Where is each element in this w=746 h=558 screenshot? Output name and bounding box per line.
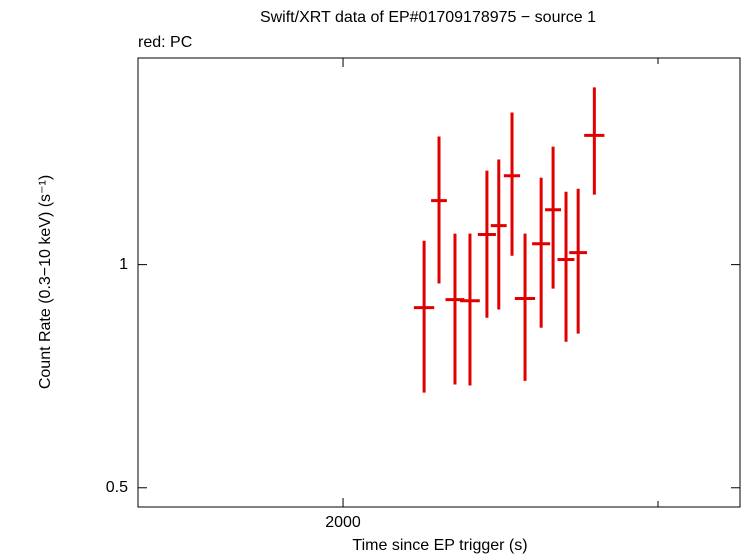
legend-label: red: PC [138,34,192,51]
chart-title: Swift/XRT data of EP#01709178975 − sourc… [260,9,596,26]
x-axis-label: Time since EP trigger (s) [352,537,527,554]
y-tick-label: 1 [119,256,128,273]
y-tick-label: 0.5 [106,479,128,496]
x-tick-label: 2000 [325,514,361,531]
y-axis-label: Count Rate (0.3−10 keV) (s⁻¹) [37,175,54,389]
plot-frame [137,57,741,508]
